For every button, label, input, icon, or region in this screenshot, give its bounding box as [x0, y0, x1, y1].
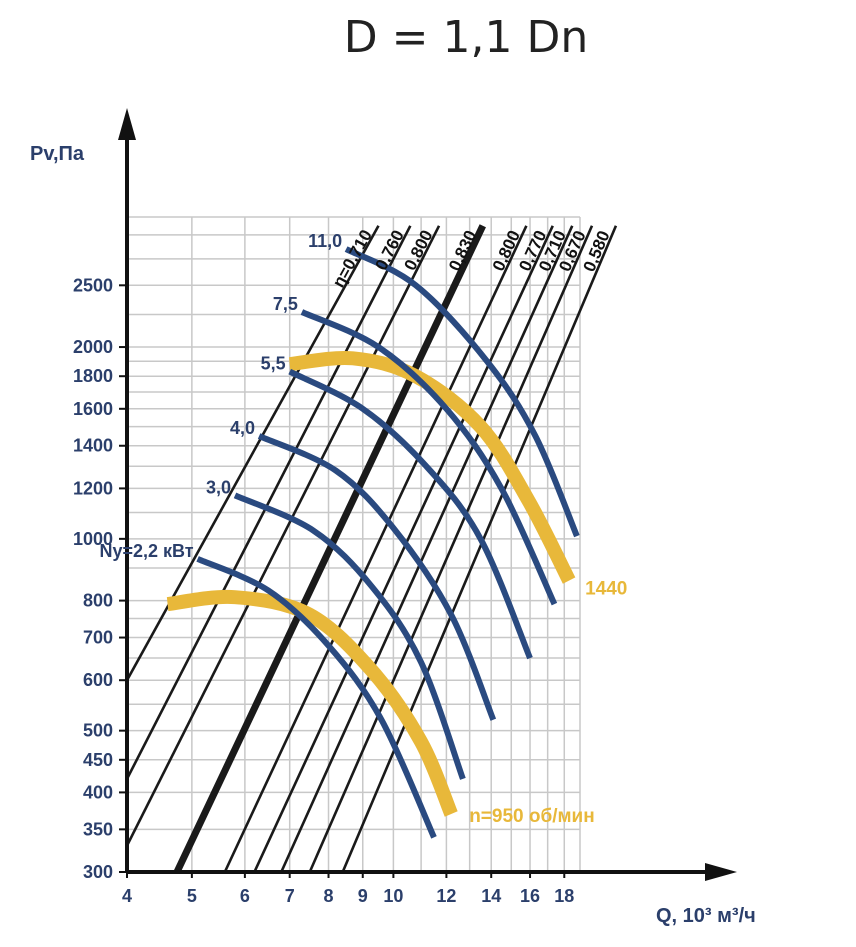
efficiency-line-5: [253, 225, 554, 872]
y-tick-label-12: 1800: [73, 366, 113, 386]
power-label-2: 4,0: [230, 418, 255, 438]
x-tick-label-3: 7: [285, 886, 295, 906]
x-tick-label-8: 14: [481, 886, 501, 906]
y-tick-label-5: 600: [83, 670, 113, 690]
x-tick-label-10: 18: [554, 886, 574, 906]
y-axis-label: Pv,Па: [30, 143, 85, 165]
x-tick-label-2: 6: [240, 886, 250, 906]
efficiency-line-3: [173, 224, 486, 872]
x-tick-label-6: 10: [383, 886, 403, 906]
y-tick-label-8: 1000: [73, 529, 113, 549]
efficiency-line-0: [127, 225, 380, 681]
axes: [118, 108, 737, 881]
speed-curves: [166, 350, 576, 817]
power-label-3: 5,5: [261, 354, 286, 374]
y-tick-label-14: 2500: [73, 275, 113, 295]
y-tick-label-3: 450: [83, 750, 113, 770]
tick-labels: 4 5 6 7 8 9 10 12 14 16 18 300 350 400 450 500 600 700 800…: [73, 275, 574, 906]
power-label-4: 7,5: [273, 294, 298, 314]
y-axis-arrow: [118, 108, 136, 140]
x-tick-label-9: 16: [520, 886, 540, 906]
x-axis-label: Q, 10³ м³/ч: [656, 905, 756, 927]
power-curve-4: [300, 309, 558, 606]
efficiency-lines: [127, 224, 618, 872]
speed-curve-0: [166, 589, 458, 817]
x-tick-label-1: 5: [187, 886, 197, 906]
y-tick-label-9: 1200: [73, 478, 113, 498]
efficiency-line-4: [223, 225, 528, 872]
y-tick-label-2: 400: [83, 782, 113, 802]
speed-curve-1: [288, 350, 576, 584]
power-curves: [196, 246, 580, 839]
x-tick-label-5: 9: [358, 886, 368, 906]
y-tick-label-13: 2000: [73, 337, 113, 357]
power-curve-5: [344, 246, 580, 538]
power-label-5: 11,0: [308, 231, 342, 251]
y-tick-label-10: 1400: [73, 436, 113, 456]
x-tick-label-0: 4: [122, 886, 132, 906]
power-label-0: Ny=2,2 кВт: [99, 541, 193, 561]
speed-label-1: 1440: [585, 579, 627, 600]
efficiency-line-1: [127, 225, 412, 780]
efficiency-line-7: [308, 225, 594, 872]
speed-label-0: n=950 об/мин: [469, 806, 595, 827]
y-tick-label-1: 350: [83, 819, 113, 839]
x-axis-arrow: [705, 863, 737, 881]
power-label-1: 3,0: [206, 477, 231, 497]
y-tick-label-4: 500: [83, 721, 113, 741]
power-curve-1: [233, 492, 466, 780]
x-tick-label-4: 8: [324, 886, 334, 906]
y-tick-label-7: 800: [83, 591, 113, 611]
power-curve-3: [288, 368, 533, 660]
x-tick-label-7: 12: [436, 886, 456, 906]
chart-title: D = 1,1 Dn: [344, 12, 588, 63]
efficiency-line-6: [280, 225, 574, 872]
y-tick-label-11: 1600: [73, 399, 113, 419]
efficiency-line-8: [341, 225, 618, 872]
power-curve-2: [257, 433, 497, 721]
y-tick-label-0: 300: [83, 862, 113, 882]
y-tick-label-6: 700: [83, 628, 113, 648]
power-curve-0: [196, 556, 437, 839]
efficiency-line-2: [127, 225, 441, 847]
